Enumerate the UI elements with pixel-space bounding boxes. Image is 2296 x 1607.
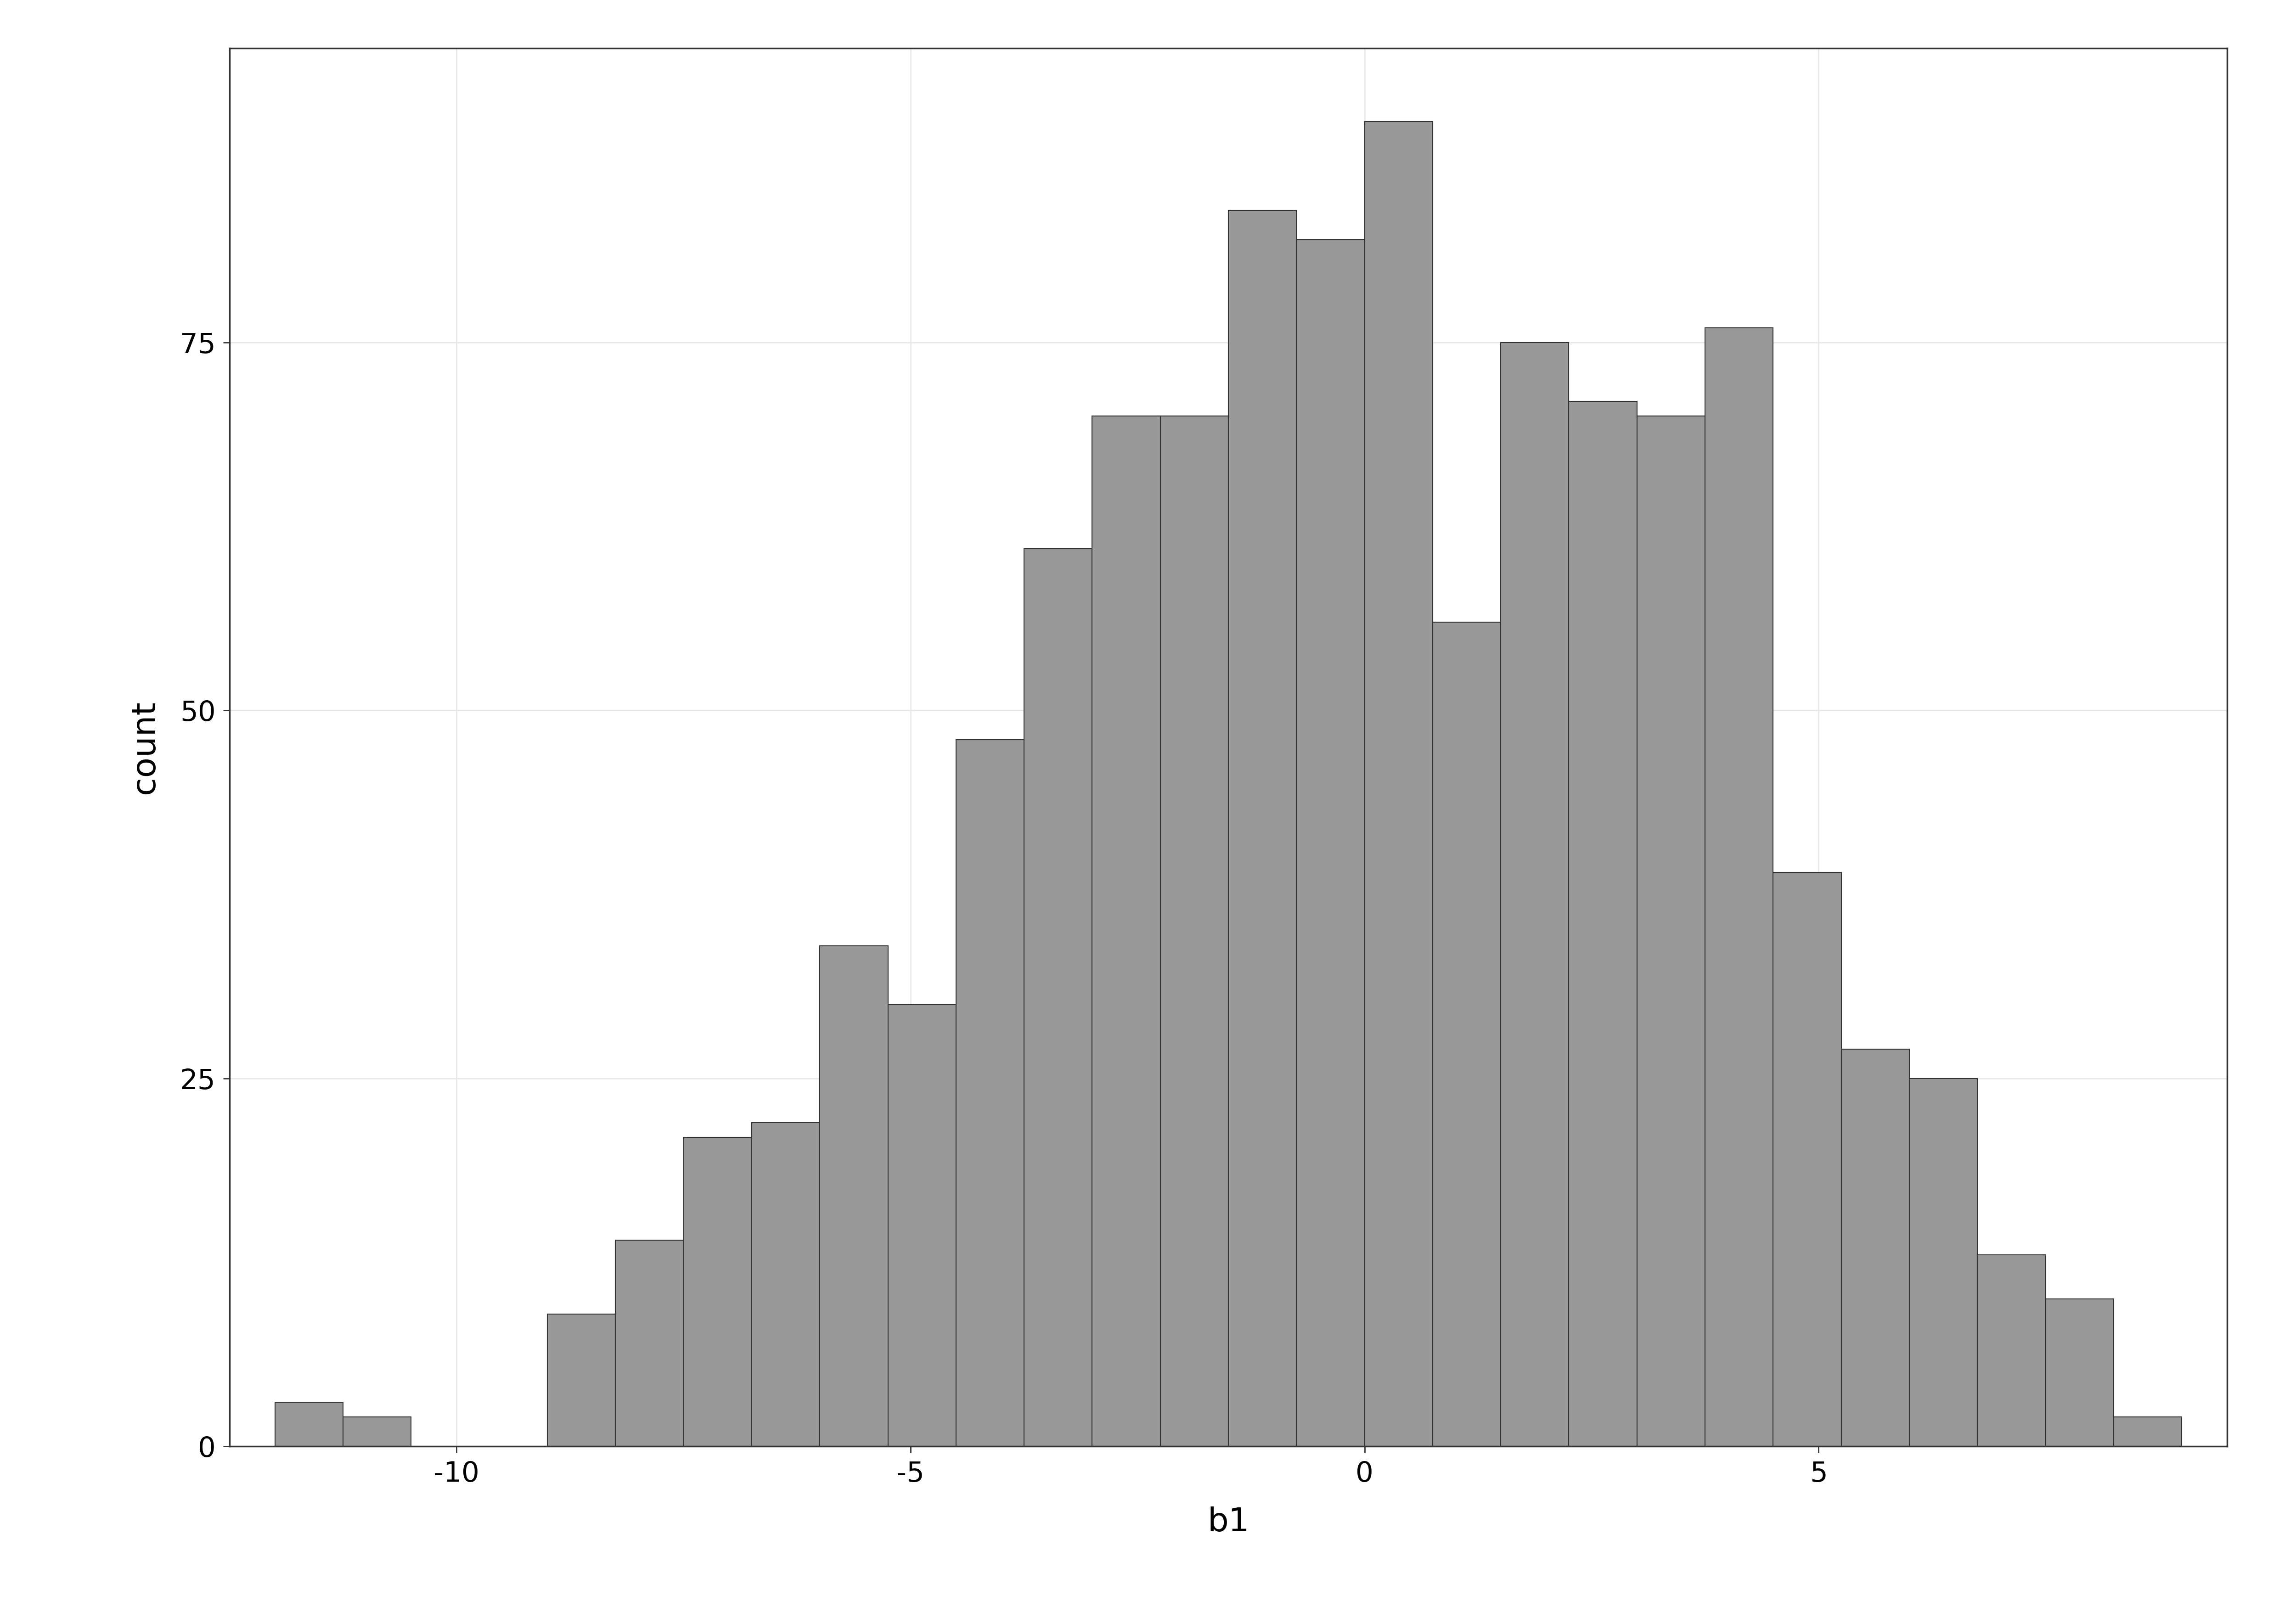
Bar bbox=[1433, 622, 1502, 1446]
Bar bbox=[2115, 1417, 2181, 1446]
Bar bbox=[1910, 1078, 1977, 1446]
Bar bbox=[889, 1004, 955, 1446]
Bar bbox=[1297, 239, 1364, 1446]
Bar bbox=[615, 1241, 684, 1446]
Bar bbox=[546, 1315, 615, 1446]
Bar bbox=[1502, 342, 1568, 1446]
Bar bbox=[820, 947, 889, 1446]
Bar bbox=[1841, 1049, 1910, 1446]
Bar bbox=[276, 1403, 342, 1446]
Bar bbox=[2046, 1298, 2115, 1446]
Y-axis label: count: count bbox=[129, 701, 161, 794]
Bar bbox=[1364, 122, 1433, 1446]
Bar bbox=[1706, 328, 1773, 1446]
Bar bbox=[1024, 548, 1093, 1446]
Bar bbox=[1568, 402, 1637, 1446]
Bar bbox=[1159, 416, 1228, 1446]
Bar bbox=[955, 739, 1024, 1446]
Bar bbox=[1977, 1255, 2046, 1446]
Bar bbox=[1773, 873, 1841, 1446]
X-axis label: b1: b1 bbox=[1208, 1506, 1249, 1538]
Bar bbox=[1228, 211, 1297, 1446]
Bar bbox=[342, 1417, 411, 1446]
Bar bbox=[1093, 416, 1159, 1446]
Bar bbox=[1637, 416, 1706, 1446]
Bar bbox=[751, 1123, 820, 1446]
Bar bbox=[684, 1138, 751, 1446]
